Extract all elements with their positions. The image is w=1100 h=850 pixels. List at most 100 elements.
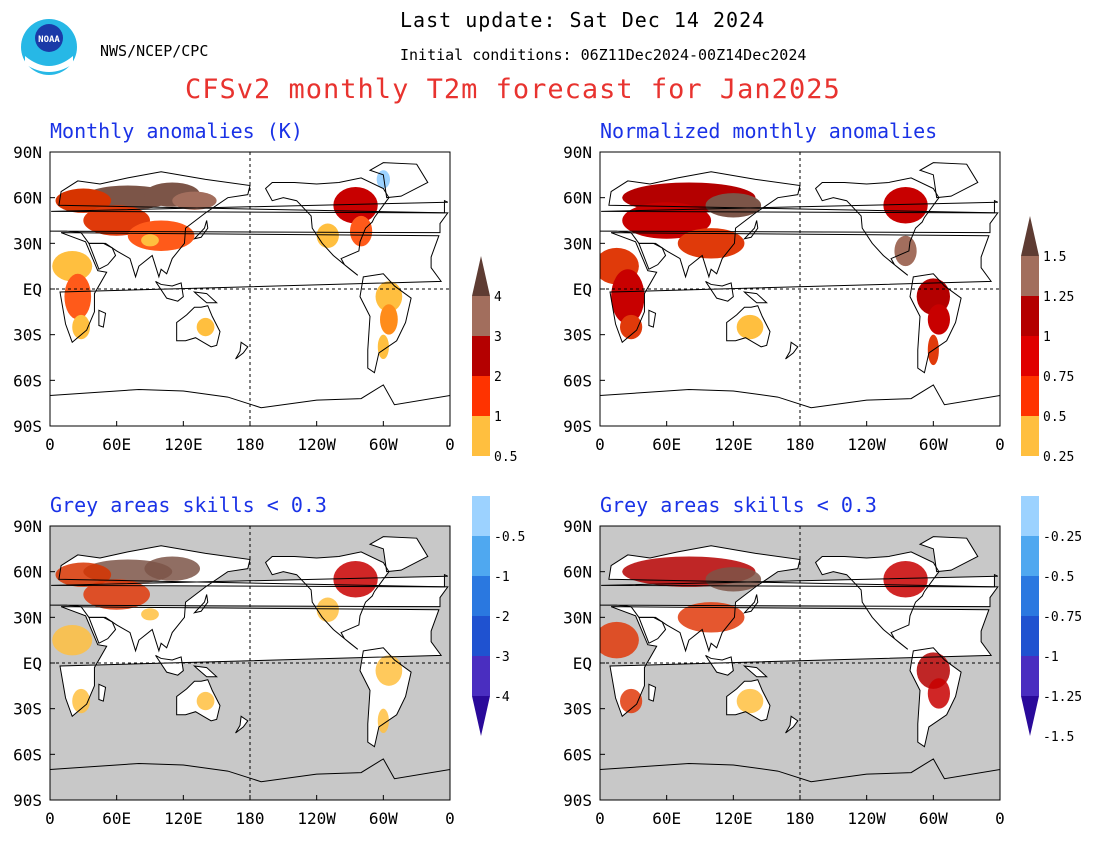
lon-tick-label: 120E (164, 809, 203, 828)
lat-tick-label: 30N (13, 234, 42, 253)
lat-tick-label: 60N (563, 189, 592, 208)
land-mass (235, 342, 248, 360)
land-mass (744, 292, 767, 303)
anomaly-cell (333, 561, 378, 598)
coastline (638, 616, 667, 644)
coastline (155, 654, 184, 676)
coastline (785, 715, 799, 734)
anomaly-cell (927, 678, 951, 709)
noaa-logo: NOAA (20, 14, 78, 80)
coastline (192, 220, 209, 240)
coastline (98, 683, 107, 702)
coastline (609, 232, 993, 344)
lon-tick-label: 60E (652, 435, 681, 454)
coastline (176, 305, 221, 348)
anomaly-cell (377, 334, 389, 360)
coastline (918, 162, 979, 199)
anomaly-cell (376, 170, 391, 189)
anomaly-cell (141, 608, 159, 621)
lat-tick-label: 60S (563, 371, 592, 390)
anomaly-cell (316, 223, 339, 248)
anomaly-cell (52, 250, 93, 282)
anomaly-cell (72, 314, 91, 340)
anomaly-cell (141, 234, 159, 247)
coastline (601, 199, 998, 214)
coastline (909, 273, 962, 374)
coastline (648, 309, 657, 328)
panel-title: Normalized monthly anomalies (600, 119, 937, 143)
lon-tick-label: 60W (919, 435, 948, 454)
lon-tick-label: 180 (786, 809, 815, 828)
anomaly-cell (333, 187, 378, 224)
lon-tick-label: 60W (369, 809, 398, 828)
coastline (176, 679, 221, 722)
anomaly-cell (316, 597, 339, 622)
lat-tick-label: EQ (573, 654, 592, 673)
anomaly-cell (883, 187, 928, 224)
land-mass (785, 342, 798, 360)
coastline (50, 545, 449, 653)
lat-tick-label: 90N (13, 143, 42, 162)
lon-tick-label: 0 (445, 435, 455, 454)
lat-tick-label: 60S (563, 745, 592, 764)
lon-tick-label: 60E (652, 809, 681, 828)
lat-tick-label: 30S (13, 700, 42, 719)
agency-label: NWS/NCEP/CPC (100, 42, 209, 60)
coastline (59, 606, 443, 718)
coastline (742, 220, 759, 240)
panel-title: Monthly anomalies (K) (50, 119, 303, 143)
lon-tick-label: 180 (786, 435, 815, 454)
anomaly-cell (172, 191, 217, 210)
lon-tick-label: 120W (847, 809, 886, 828)
land-mass (194, 292, 217, 303)
figure-title: CFSv2 monthly T2m forecast for Jan2025 (185, 74, 841, 105)
anomaly-cell (620, 688, 643, 714)
coastline (601, 573, 998, 588)
lon-tick-label: 0 (45, 435, 55, 454)
coastline (192, 291, 218, 304)
coastline (726, 305, 771, 348)
initial-conditions: Initial conditions: 06Z11Dec2024-00Z14De… (400, 46, 807, 64)
lat-tick-label: 60N (13, 563, 42, 582)
lat-tick-label: 30N (563, 608, 592, 627)
coastline (235, 341, 249, 360)
anomaly-cell (55, 188, 112, 213)
coastline (742, 594, 759, 614)
coastline (50, 171, 449, 279)
anomaly-cell (196, 317, 215, 337)
anomaly-cell (736, 314, 764, 340)
coastline (705, 280, 734, 302)
anomaly-cell (600, 621, 639, 659)
coastline (814, 177, 940, 276)
anomaly-cell (64, 273, 92, 320)
coastline (155, 280, 184, 302)
lon-tick-label: 60E (102, 435, 131, 454)
lon-tick-label: 0 (995, 435, 1005, 454)
lon-tick-label: 0 (595, 435, 605, 454)
coastline (742, 665, 768, 678)
coastline (785, 341, 799, 360)
anomaly-cell (927, 304, 951, 335)
coastline (742, 291, 768, 304)
land-mass (705, 655, 734, 676)
lat-tick-label: 90N (13, 517, 42, 536)
coastline (235, 715, 249, 734)
lat-tick-label: 30N (563, 234, 592, 253)
lon-tick-label: 0 (445, 809, 455, 828)
coastline (359, 273, 412, 374)
lat-tick-label: EQ (23, 280, 42, 299)
coastline (368, 162, 429, 199)
lat-tick-label: 90S (563, 791, 592, 810)
coastline (918, 536, 979, 573)
lon-tick-label: 0 (995, 809, 1005, 828)
land-mass (155, 655, 184, 676)
lat-tick-label: 60N (13, 189, 42, 208)
coastline (264, 551, 390, 650)
anomaly-cell (611, 269, 645, 325)
lon-tick-label: 60E (102, 809, 131, 828)
anomaly-cell (736, 688, 764, 714)
lon-tick-label: 180 (236, 809, 265, 828)
